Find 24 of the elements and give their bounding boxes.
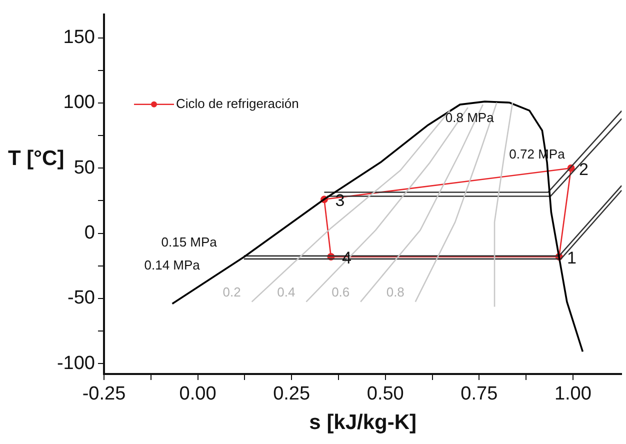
- annotation: 0.14 MPa: [144, 258, 201, 273]
- x-axis-title: s [kJ/kg-K]: [309, 411, 417, 434]
- annotation: 0.8: [386, 284, 404, 300]
- annotation: 2: [579, 160, 589, 179]
- text: 0.00: [179, 384, 216, 405]
- annotation: 0.4: [277, 284, 296, 300]
- y-tick-label: 100: [63, 92, 95, 114]
- annotation: 0.8 MPa: [445, 110, 495, 126]
- x-tick-label: 0.25: [273, 384, 310, 405]
- annotation: 0.15 MPa: [161, 234, 218, 250]
- legend-label: Ciclo de refrigeración: [176, 96, 299, 111]
- annotation: 1: [567, 248, 577, 268]
- annotation: 0.6: [332, 284, 350, 300]
- y-axis-title: T [°C]: [8, 146, 64, 170]
- x-tick-label: -0.25: [82, 384, 126, 405]
- y-tick-label: 150: [63, 27, 95, 48]
- text: 0.50: [366, 384, 404, 405]
- x-tick-label: 0.75: [460, 384, 498, 405]
- y-tick-label: -50: [68, 288, 95, 309]
- y-tick-label: 0: [84, 222, 95, 244]
- y-tick-label: -100: [56, 352, 95, 374]
- annotation: 0.2: [222, 284, 241, 300]
- y-tick-label: 50: [74, 157, 95, 178]
- text: 1.00: [554, 384, 592, 405]
